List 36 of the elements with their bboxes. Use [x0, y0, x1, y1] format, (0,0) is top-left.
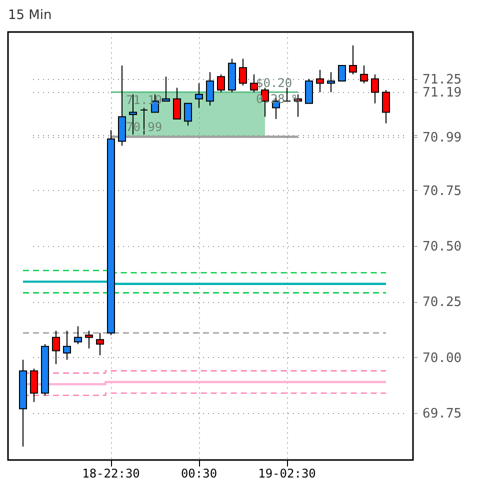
candlestick	[250, 74, 258, 93]
candlestick	[74, 326, 82, 345]
y-tick-label: 70.25	[422, 295, 462, 310]
candlestick	[327, 72, 335, 93]
candlestick	[206, 72, 214, 106]
candlestick	[349, 44, 357, 75]
x-tick-label: 18-22:30	[82, 466, 140, 480]
candlestick	[371, 74, 379, 104]
annotation: $0.20	[256, 76, 292, 90]
candlestick	[305, 78, 313, 104]
x-tick-label: 00:30	[180, 466, 218, 480]
candlestick	[30, 368, 38, 403]
candlestick	[52, 330, 60, 365]
candlestick	[184, 102, 192, 126]
y-tick-label: 70.50	[422, 240, 462, 254]
y-tick-label: 70.00	[422, 350, 462, 366]
x-tick-label: 19-02:30	[258, 466, 316, 480]
candlestick	[195, 82, 203, 108]
candlestick	[217, 74, 225, 93]
candlestick	[382, 89, 390, 124]
y-tick-label: 69.75	[422, 406, 462, 422]
candlestick	[85, 330, 93, 350]
candlestick	[316, 69, 324, 93]
chart-title: 15 Min	[8, 8, 52, 23]
candlestick	[96, 332, 104, 356]
candlestick	[173, 87, 181, 120]
candlestick	[162, 76, 170, 102]
y-tick-label: 70.75	[422, 184, 462, 199]
y-tick-label: 71.25	[422, 72, 462, 88]
candlestick	[360, 64, 368, 84]
candlestick	[283, 87, 291, 102]
y-tick-label: 71.19	[422, 86, 462, 101]
candlestick	[338, 64, 346, 82]
candlestick	[239, 58, 247, 86]
y-tick-label: 70.99	[422, 130, 462, 146]
candlestick	[63, 330, 71, 360]
